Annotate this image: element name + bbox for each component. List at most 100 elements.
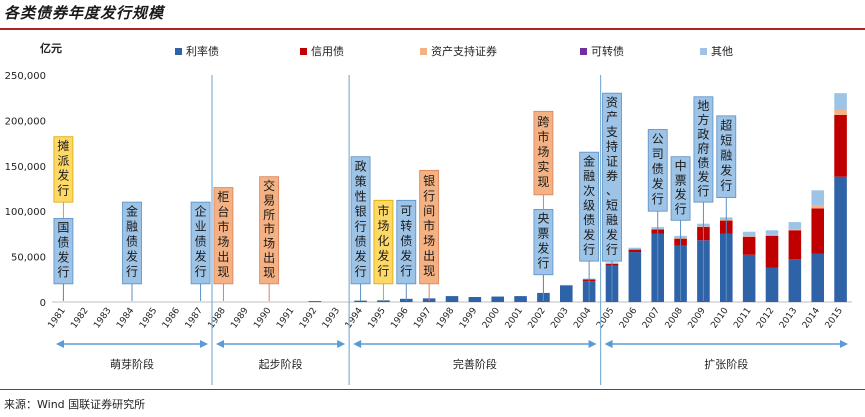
annotation-char: 债: [355, 234, 367, 248]
annotation-box: [579, 151, 600, 262]
annotation-char: 派: [57, 154, 69, 168]
annotation-char: 地: [697, 99, 709, 113]
annotation-char: 发: [537, 240, 549, 255]
annotation-char: 发: [697, 169, 709, 184]
annotation-char: 场: [537, 145, 549, 159]
y-axis-unit: 亿元: [40, 41, 62, 55]
stage-arrow-head-left: [216, 340, 224, 348]
annotation-char: 台: [217, 204, 229, 219]
annotation-box: [670, 156, 691, 221]
bar-rate-2011: [742, 254, 756, 302]
annotation-char: 融: [606, 213, 618, 227]
annotation-char: 司: [652, 147, 664, 161]
x-tick-label: 2002: [527, 306, 548, 330]
stage-arrow-head-left: [604, 340, 613, 348]
bar-credit-2011: [742, 236, 756, 255]
annotation-text: 交易所市场出现: [263, 178, 275, 280]
x-tick-label: 1985: [138, 306, 159, 330]
annotation-char: 融: [126, 220, 138, 234]
bar-other-2003: [560, 284, 573, 286]
annotation-char: 债: [697, 156, 709, 170]
annotation-char: 化: [377, 234, 389, 248]
annotation-char: 行: [697, 184, 709, 198]
annotation-char: 行: [720, 178, 732, 192]
annotation-char: 次: [583, 184, 595, 198]
x-tick-label: 1982: [69, 306, 90, 330]
bar-abs-2011: [742, 236, 756, 237]
x-tick-label: 2004: [572, 306, 593, 331]
x-tick-label: 2007: [641, 306, 662, 330]
annotation-char: 融: [583, 169, 595, 183]
annotation-char: 场: [423, 234, 435, 248]
bar-credit-2015: [834, 114, 847, 177]
bar-rate-2003: [560, 285, 573, 302]
annotation-box: [213, 187, 234, 285]
bar-abs-2015: [834, 109, 847, 115]
annotation-char: 央: [537, 212, 549, 226]
annotation-char: 方: [697, 112, 709, 127]
annotation-char: 持: [606, 139, 618, 154]
annotation-char: 行: [423, 189, 435, 203]
bar-rate-2013: [788, 259, 802, 302]
y-tick-label: 150,000: [5, 162, 46, 173]
annotation-char: 行: [400, 264, 412, 278]
annotation-char: 现: [217, 265, 229, 279]
y-tick-label: 200,000: [5, 116, 46, 127]
title-divider: [0, 28, 865, 30]
bar-credit-2012: [765, 235, 779, 268]
annotation-char: 出: [263, 251, 275, 265]
stage-arrow-head-right: [337, 340, 346, 348]
stage-label: 起步阶段: [259, 357, 303, 371]
annotation-text: 摊派发行: [57, 139, 69, 198]
bar-rate-2006: [628, 252, 642, 302]
annotation-char: 出: [217, 250, 229, 264]
annotation-char: 发: [195, 249, 207, 264]
annotation-char: 行: [355, 219, 367, 233]
bond-issuance-chart: 亿元 0 50,000 100,000 150,000 200,000 250,000 利率债…: [5, 41, 852, 385]
annotation-box: [602, 92, 622, 262]
annotation-char: 级: [583, 199, 595, 213]
annotation-char: 行: [377, 264, 389, 278]
annotation-char: 摊: [57, 139, 69, 153]
annotation-box: [419, 169, 440, 285]
annotation-char: 超: [720, 117, 732, 132]
x-tick-label: 1991: [275, 306, 296, 330]
bar-credit-2013: [788, 230, 802, 260]
legend-label-convertible: 可转债: [591, 44, 624, 58]
annotation-char: 行: [195, 265, 207, 279]
x-tick-label: 1989: [229, 306, 250, 331]
annotation-text: 央票发行: [537, 212, 549, 271]
bottom-divider: [0, 389, 865, 390]
bar-other-2012: [765, 230, 779, 235]
annotation-char: 政: [355, 159, 367, 173]
annotation-text: 可转债发行: [400, 204, 412, 278]
annotation-char: 发: [583, 227, 595, 242]
x-tick-label: 2000: [481, 306, 502, 331]
x-tick-label: 1999: [458, 306, 479, 331]
x-tick-label: 2015: [824, 306, 845, 330]
annotation-char: 短: [720, 133, 732, 147]
legend-label-rate: 利率债: [186, 44, 219, 58]
annotation-text: 资产支持证券、短融发行: [606, 95, 618, 256]
legend-label-other: 其他: [711, 45, 733, 58]
x-tick-label: 2014: [801, 306, 822, 331]
annotation-char: 发: [720, 162, 732, 177]
annotation-text: 地方政府债发行: [697, 99, 709, 198]
annotation-text: 中票发行: [675, 158, 687, 216]
bar-abs-2012: [765, 234, 779, 236]
bar-other-2011: [742, 231, 756, 237]
stage-label: 完善阶段: [453, 357, 497, 371]
bar-rate-2000: [491, 296, 504, 302]
x-tick-label: 1984: [115, 306, 136, 331]
annotation-char: 府: [697, 141, 709, 156]
bar-rate-1995: [377, 300, 390, 302]
annotation-char: 券: [606, 168, 618, 183]
annotation-char: 政: [697, 127, 709, 141]
annotation-box: [647, 129, 668, 212]
bar-rate-2012: [765, 267, 779, 302]
bar-other-2006: [628, 247, 642, 250]
bar-rate-2001: [514, 296, 527, 302]
annotation-char: 交: [263, 178, 275, 193]
annotation-box: [350, 156, 371, 285]
annotation-char: 发: [355, 248, 367, 263]
